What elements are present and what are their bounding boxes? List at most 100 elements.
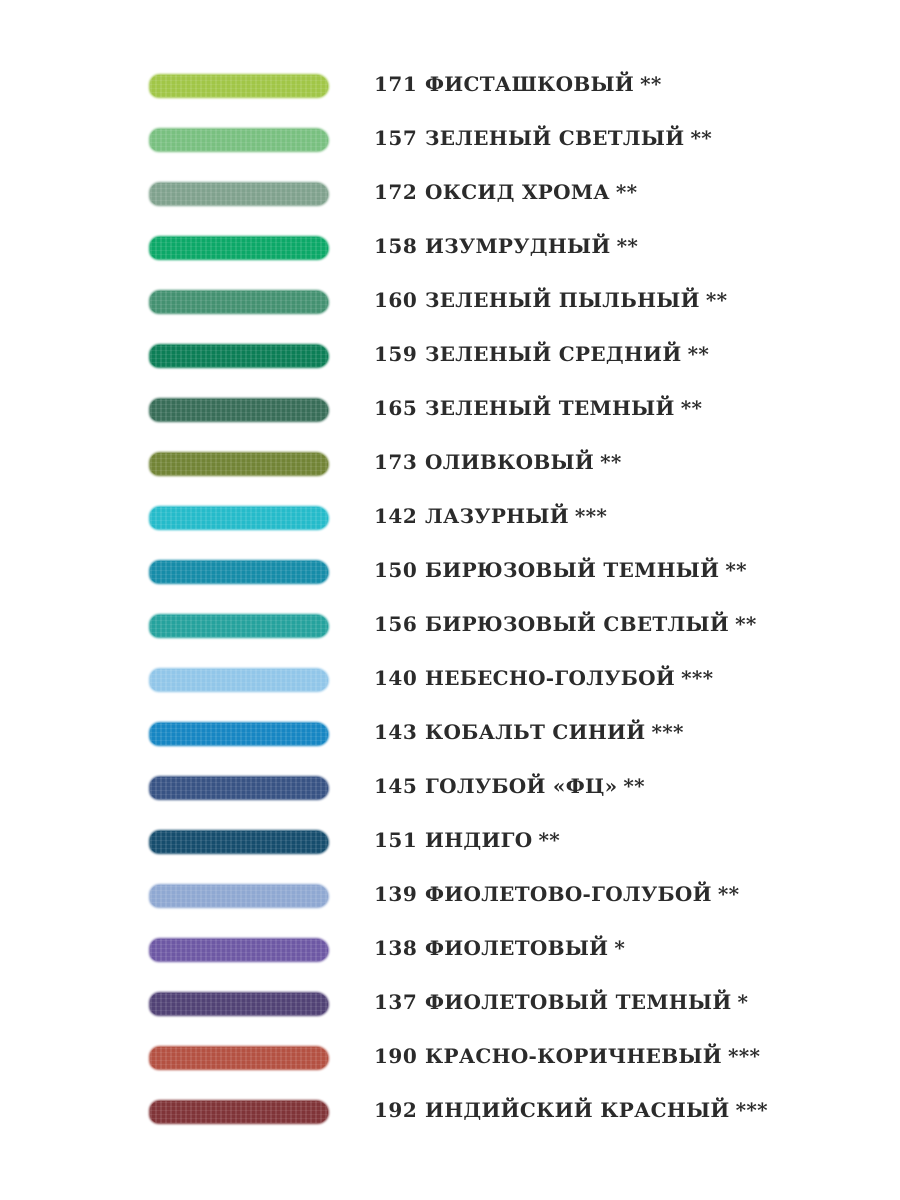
- color-swatch: [150, 885, 328, 907]
- lightfastness-stars: **: [687, 342, 710, 366]
- color-number: 159: [374, 342, 418, 366]
- color-swatch: [150, 1101, 328, 1123]
- color-number: 190: [374, 1044, 418, 1068]
- lightfastness-stars: **: [616, 234, 639, 258]
- color-number: 142: [374, 504, 418, 528]
- color-swatch: [150, 723, 328, 745]
- color-number: 156: [374, 612, 418, 636]
- lightfastness-stars: ***: [735, 1098, 768, 1122]
- color-name-line: ФИОЛЕТОВЫЙ ТЕМНЫЙ *: [425, 990, 748, 1014]
- lightfastness-stars: ***: [651, 720, 684, 744]
- color-number: 139: [374, 882, 418, 906]
- color-swatch: [150, 831, 328, 853]
- color-item: 151 ИНДИГО **: [0, 815, 900, 869]
- lightfastness-stars: **: [680, 396, 703, 420]
- color-name-line: БИРЮЗОВЫЙ СВЕТЛЫЙ **: [425, 612, 757, 636]
- color-item: 145 ГОЛУБОЙ «ФЦ» **: [0, 761, 900, 815]
- lightfastness-stars: **: [623, 774, 645, 798]
- color-name: КРАСНО-КОРИЧНЕВЫЙ: [425, 1044, 722, 1068]
- color-number: 151: [374, 828, 418, 852]
- color-swatch: [150, 561, 328, 583]
- lightfastness-stars: **: [615, 180, 638, 204]
- color-swatch: [150, 129, 328, 151]
- color-item: 156 БИРЮЗОВЫЙ СВЕТЛЫЙ **: [0, 599, 900, 653]
- color-name-line: ИНДИЙСКИЙ КРАСНЫЙ ***: [425, 1098, 768, 1122]
- color-name: ЗЕЛЕНЫЙ СРЕДНИЙ: [425, 342, 682, 366]
- color-swatch: [150, 1047, 328, 1069]
- color-item: 142 ЛАЗУРНЫЙ ***: [0, 491, 900, 545]
- lightfastness-stars: **: [640, 72, 662, 96]
- color-number: 138: [374, 936, 418, 960]
- lightfastness-stars: ***: [727, 1044, 761, 1068]
- color-name: ГОЛУБОЙ «ФЦ»: [425, 774, 618, 798]
- color-name-line: ФИСТАШКОВЫЙ **: [425, 72, 662, 96]
- color-number: 171: [374, 72, 418, 96]
- color-item: 157 ЗЕЛЕНЫЙ СВЕТЛЫЙ **: [0, 113, 900, 167]
- color-swatch: [150, 399, 328, 421]
- color-swatch: [150, 345, 328, 367]
- lightfastness-stars: ***: [681, 666, 714, 690]
- color-item: 137 ФИОЛЕТОВЫЙ ТЕМНЫЙ *: [0, 977, 900, 1031]
- color-swatch: [150, 939, 328, 961]
- lightfastness-stars: **: [705, 288, 728, 312]
- color-name: ФИОЛЕТОВЫЙ ТЕМНЫЙ: [425, 990, 732, 1014]
- color-number: 150: [374, 558, 418, 582]
- color-name-line: КОБАЛЬТ СИНИЙ ***: [425, 720, 684, 744]
- lightfastness-stars: **: [690, 126, 712, 150]
- color-name-line: ЗЕЛЕНЫЙ СРЕДНИЙ **: [425, 342, 709, 366]
- lightfastness-stars: **: [725, 558, 747, 582]
- color-number: 157: [374, 126, 418, 150]
- color-name: БИРЮЗОВЫЙ ТЕМНЫЙ: [425, 558, 720, 582]
- color-name: НЕБЕСНО-ГОЛУБОЙ: [425, 666, 676, 690]
- color-swatch: [150, 993, 328, 1015]
- color-name: ОЛИВКОВЫЙ: [425, 450, 595, 474]
- color-name-line: БИРЮЗОВЫЙ ТЕМНЫЙ **: [425, 558, 747, 582]
- lightfastness-stars: **: [735, 612, 757, 636]
- color-item: 171 ФИСТАШКОВЫЙ **: [0, 59, 900, 113]
- color-item: 192 ИНДИЙСКИЙ КРАСНЫЙ ***: [0, 1085, 900, 1139]
- color-number: 143: [374, 720, 418, 744]
- color-number: 172: [374, 180, 418, 204]
- color-number: 165: [374, 396, 418, 420]
- color-item: 160 ЗЕЛЕНЫЙ ПЫЛЬНЫЙ **: [0, 275, 900, 329]
- color-item: 143 КОБАЛЬТ СИНИЙ ***: [0, 707, 900, 761]
- color-name: ЛАЗУРНЫЙ: [425, 504, 569, 528]
- color-number: 192: [374, 1098, 418, 1122]
- color-number: 173: [374, 450, 418, 474]
- color-name-line: ЗЕЛЕНЫЙ ТЕМНЫЙ **: [425, 396, 702, 420]
- color-swatch: [150, 777, 328, 799]
- color-list: 171 ФИСТАШКОВЫЙ ** 157 ЗЕЛЕНЫЙ СВЕТЛЫЙ ** 172 О…: [0, 59, 900, 1139]
- color-item: 158 ИЗУМРУДНЫЙ **: [0, 221, 900, 275]
- color-name-line: ИЗУМРУДНЫЙ **: [425, 234, 638, 258]
- color-number: 160: [374, 288, 418, 312]
- color-name: БИРЮЗОВЫЙ СВЕТЛЫЙ: [425, 612, 730, 636]
- color-swatch: [150, 291, 328, 313]
- color-name: ФИОЛЕТОВЫЙ: [425, 936, 609, 960]
- lightfastness-stars: ***: [574, 504, 608, 528]
- color-item: 165 ЗЕЛЕНЫЙ ТЕМНЫЙ **: [0, 383, 900, 437]
- color-name-line: ЛАЗУРНЫЙ ***: [425, 504, 607, 528]
- color-name: ОКСИД ХРОМА: [425, 180, 610, 204]
- lightfastness-stars: **: [538, 828, 561, 852]
- color-name: ФИСТАШКОВЫЙ: [425, 72, 635, 96]
- color-name: ЗЕЛЕНЫЙ СВЕТЛЫЙ: [425, 126, 685, 150]
- color-number: 137: [374, 990, 418, 1014]
- color-name: ИНДИГО: [425, 828, 533, 852]
- color-name-line: НЕБЕСНО-ГОЛУБОЙ ***: [425, 666, 713, 690]
- color-name: КОБАЛЬТ СИНИЙ: [425, 720, 646, 744]
- color-number: 158: [374, 234, 418, 258]
- color-swatch: [150, 615, 328, 637]
- color-swatch: [150, 75, 328, 97]
- lightfastness-stars: *: [614, 936, 626, 960]
- color-name-line: ФИОЛЕТОВО-ГОЛУБОЙ **: [425, 882, 739, 906]
- lightfastness-stars: **: [717, 882, 740, 906]
- color-name: ФИОЛЕТОВО-ГОЛУБОЙ: [425, 882, 712, 906]
- color-item: 172 ОКСИД ХРОМА **: [0, 167, 900, 221]
- color-name-line: ЗЕЛЕНЫЙ ПЫЛЬНЫЙ **: [425, 288, 727, 312]
- color-item: 138 ФИОЛЕТОВЫЙ *: [0, 923, 900, 977]
- color-name-line: ИНДИГО **: [425, 828, 560, 852]
- color-name: ЗЕЛЕНЫЙ ТЕМНЫЙ: [425, 396, 675, 420]
- color-item: 139 ФИОЛЕТОВО-ГОЛУБОЙ **: [0, 869, 900, 923]
- color-item: 190 КРАСНО-КОРИЧНЕВЫЙ ***: [0, 1031, 900, 1085]
- lightfastness-stars: **: [600, 450, 622, 474]
